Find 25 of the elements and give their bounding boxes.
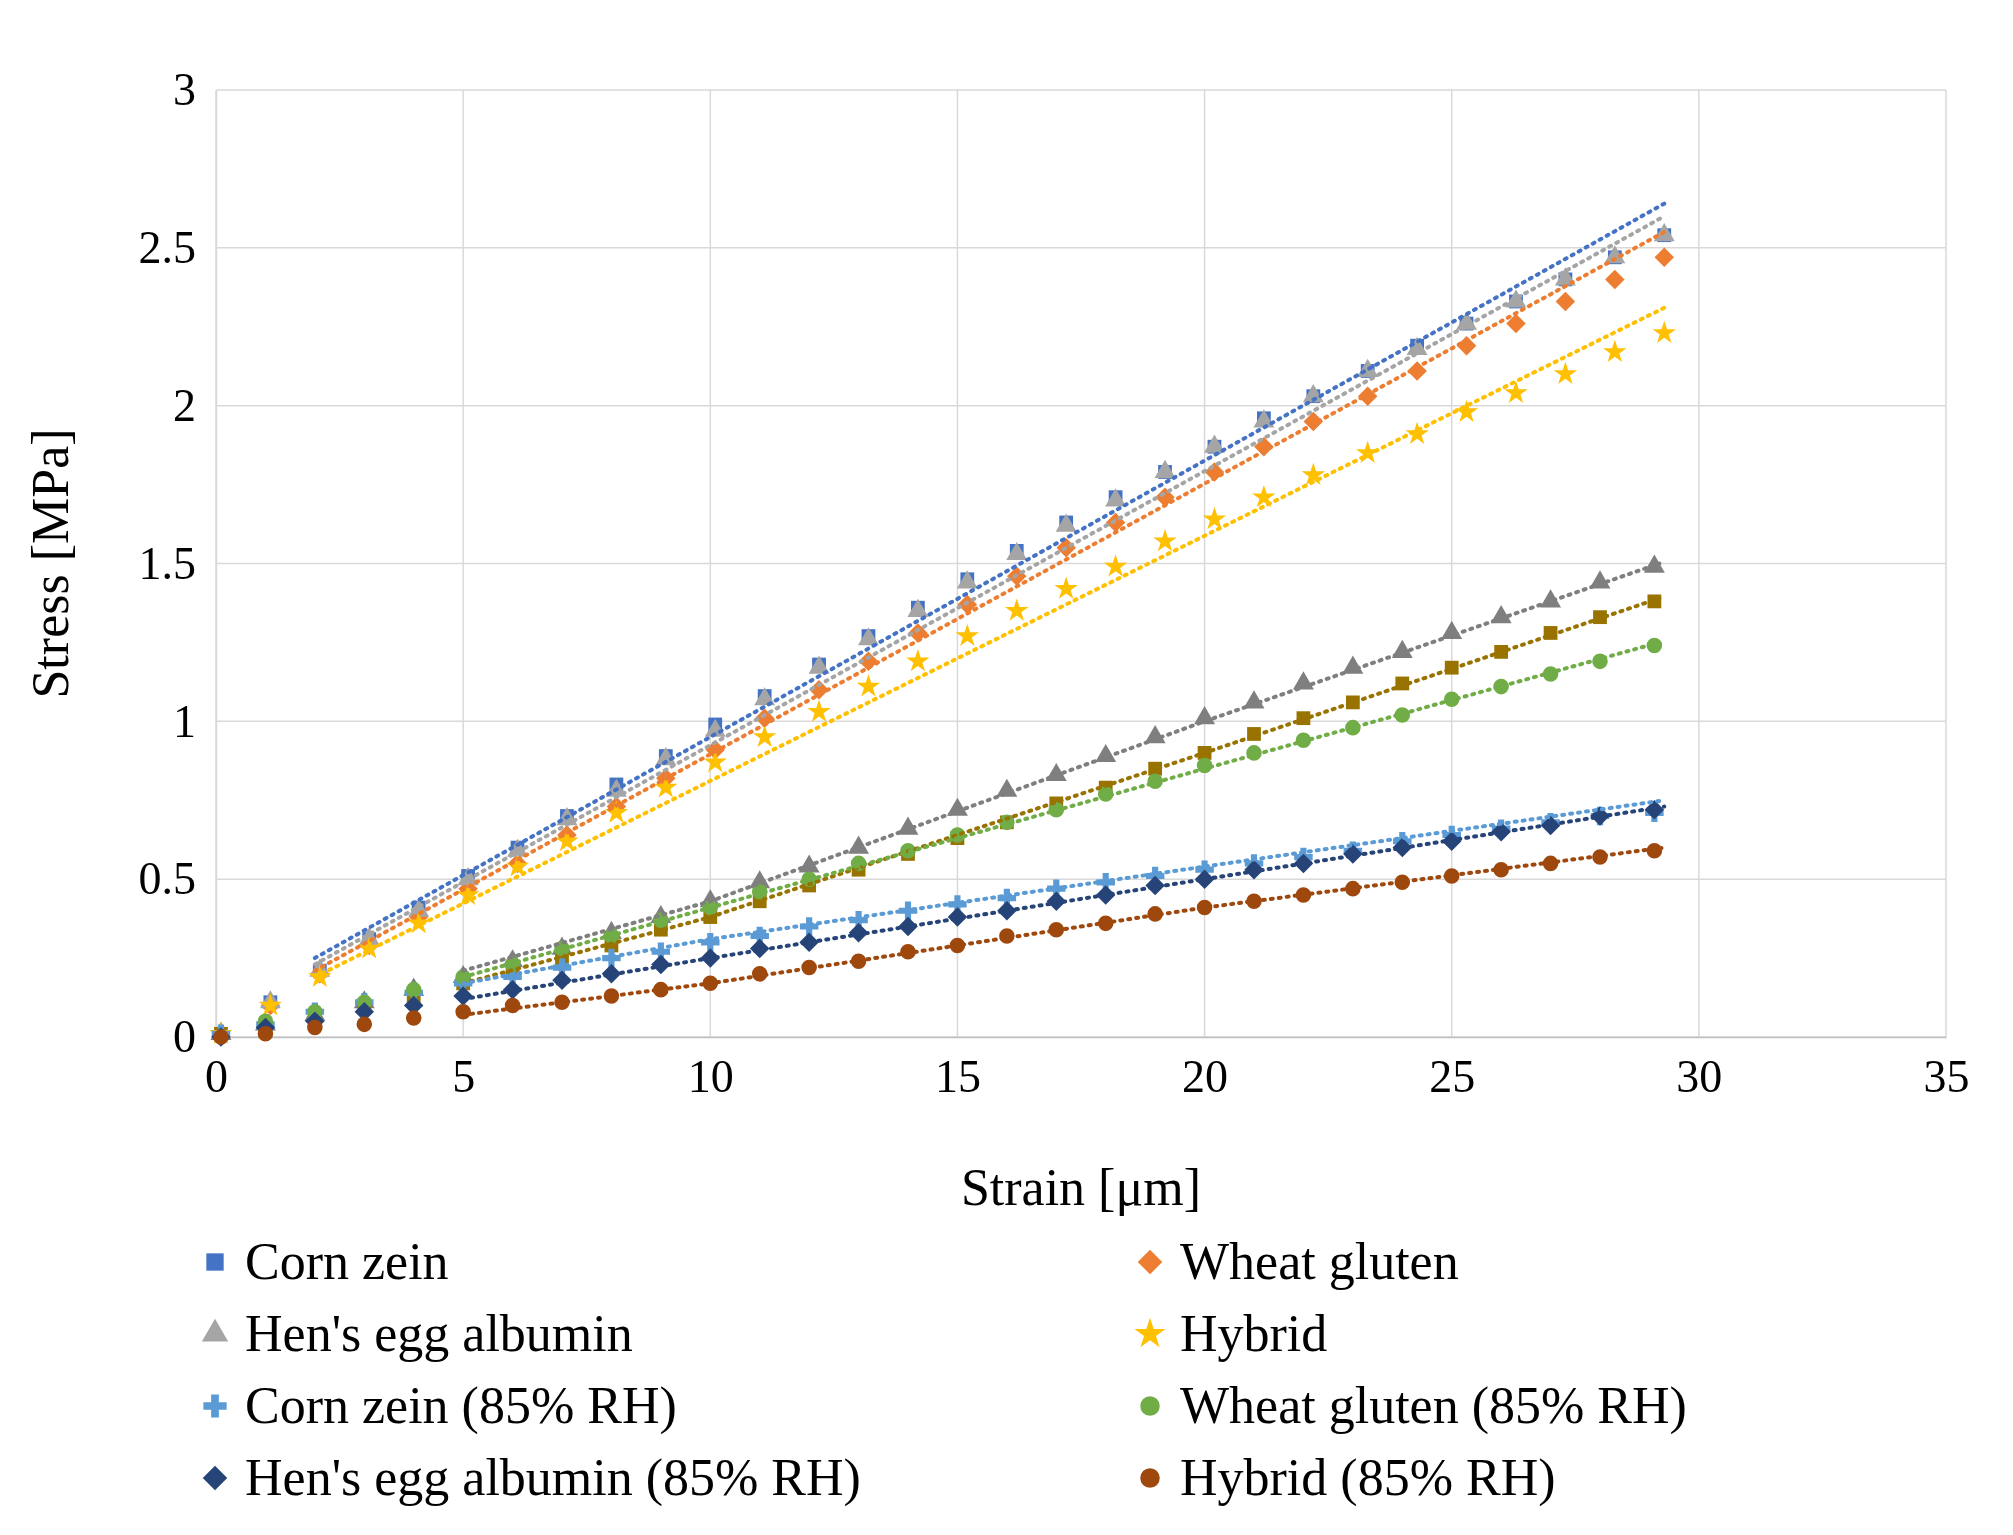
legend-label: Corn zein (85% RH) <box>245 1377 677 1435</box>
y-tick-label: 3 <box>173 64 196 116</box>
x-tick-label: 0 <box>205 1050 228 1102</box>
legend-label: Hen's egg albumin <box>245 1305 633 1362</box>
y-tick-label: 2.5 <box>138 222 196 274</box>
legend-label: Wheat gluten (85% RH) <box>1180 1377 1687 1435</box>
x-tick-label: 30 <box>1676 1050 1723 1102</box>
legend-label: Hybrid <box>1180 1305 1328 1362</box>
x-tick-label: 10 <box>687 1050 734 1102</box>
legend-label: Hen's egg albumin (85% RH) <box>245 1449 861 1507</box>
x-axis-title: Strain [μm] <box>960 1159 1202 1216</box>
x-tick-label: 5 <box>452 1050 476 1102</box>
y-axis-title: Stress [MPa] <box>22 428 79 699</box>
y-tick-label: 1 <box>173 695 196 747</box>
y-tick-label: 1.5 <box>138 537 196 589</box>
legend-label: Corn zein <box>245 1233 449 1290</box>
x-tick-label: 35 <box>1923 1050 1970 1102</box>
legend-label: Wheat gluten <box>1180 1233 1459 1290</box>
y-tick-label: 0 <box>173 1011 196 1063</box>
y-tick-label: 0.5 <box>138 853 196 905</box>
y-tick-label: 2 <box>173 379 196 431</box>
legend-label: Hybrid (85% RH) <box>1180 1449 1556 1507</box>
x-tick-label: 20 <box>1182 1050 1229 1102</box>
x-tick-label: 25 <box>1429 1050 1476 1102</box>
x-tick-label: 15 <box>934 1050 981 1102</box>
